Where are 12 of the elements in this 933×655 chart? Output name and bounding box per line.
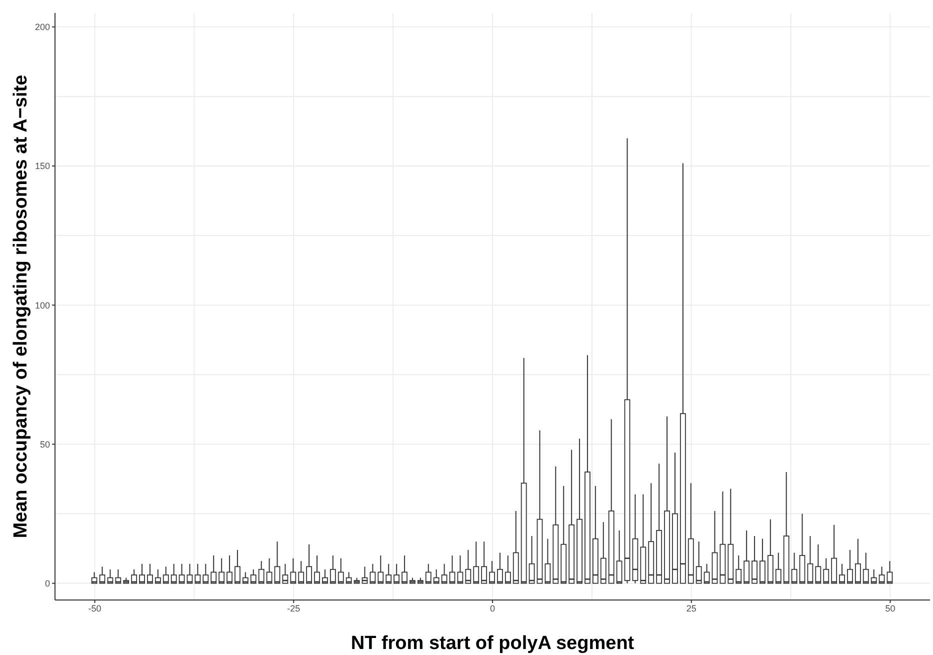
y-tick-label: 150 [34, 161, 50, 172]
x-tick-label: -50 [88, 603, 102, 614]
y-tick-label: 100 [34, 300, 50, 310]
x-tick-label: 0 [490, 603, 496, 614]
x-tick-label: -25 [287, 603, 300, 614]
x-tick-label: 50 [885, 603, 896, 614]
y-tick-label: 0 [44, 578, 50, 589]
y-tick-label: 200 [34, 22, 50, 32]
y-tick-label: 50 [40, 439, 50, 450]
y-axis-title: Mean occupancy of elongating ribosomes at A−site [10, 74, 32, 538]
x-tick-label: 25 [686, 603, 696, 614]
x-axis-title: NT from start of polyA segment [350, 633, 635, 654]
